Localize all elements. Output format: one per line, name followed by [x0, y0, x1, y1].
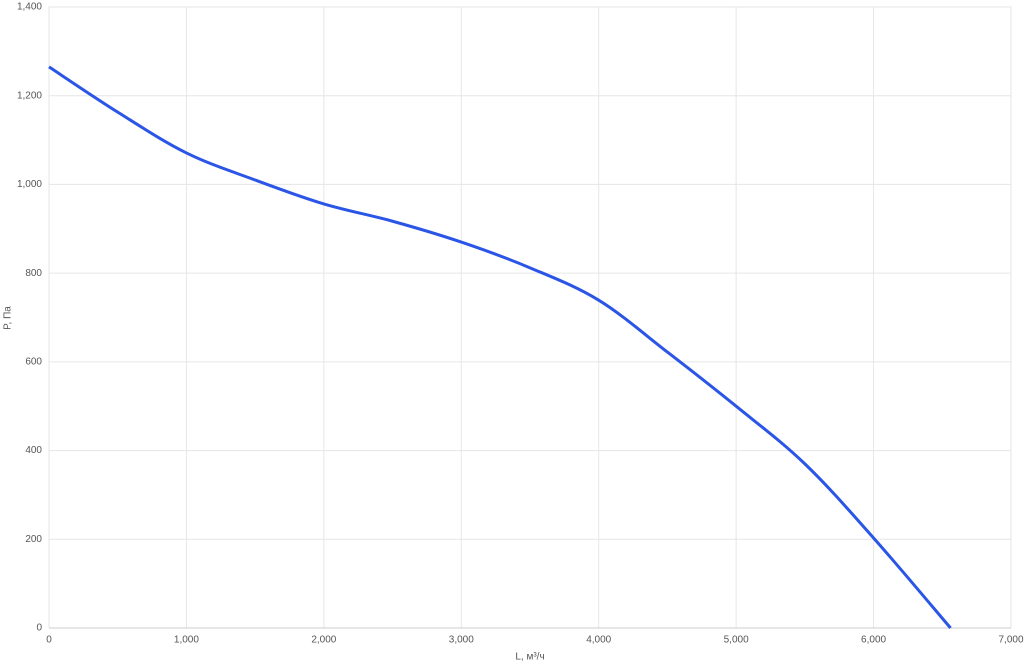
- x-tick-label: 3,000: [449, 635, 474, 646]
- y-tick-label: 400: [25, 445, 42, 456]
- y-tick-label: 1,400: [17, 2, 42, 13]
- y-axis-label: P, Па: [3, 306, 14, 330]
- x-tick-label: 7,000: [998, 635, 1023, 646]
- x-axis-label: L, м³/ч: [515, 652, 544, 663]
- y-tick-label: 1,200: [17, 90, 42, 101]
- y-tick-label: 600: [25, 356, 42, 367]
- data-line: [48, 65, 952, 629]
- x-tick-label: 4,000: [586, 635, 611, 646]
- x-tick-label: 2,000: [311, 635, 336, 646]
- x-tick-label: 5,000: [724, 635, 749, 646]
- y-tick-label: 0: [36, 623, 42, 634]
- x-tick-label: 6,000: [861, 635, 886, 646]
- x-tick-label: 1,000: [174, 635, 199, 646]
- x-tick-label: 0: [46, 635, 52, 646]
- y-tick-label: 200: [25, 534, 42, 545]
- y-tick-label: 1,000: [17, 179, 42, 190]
- y-tick-label: 800: [25, 268, 42, 279]
